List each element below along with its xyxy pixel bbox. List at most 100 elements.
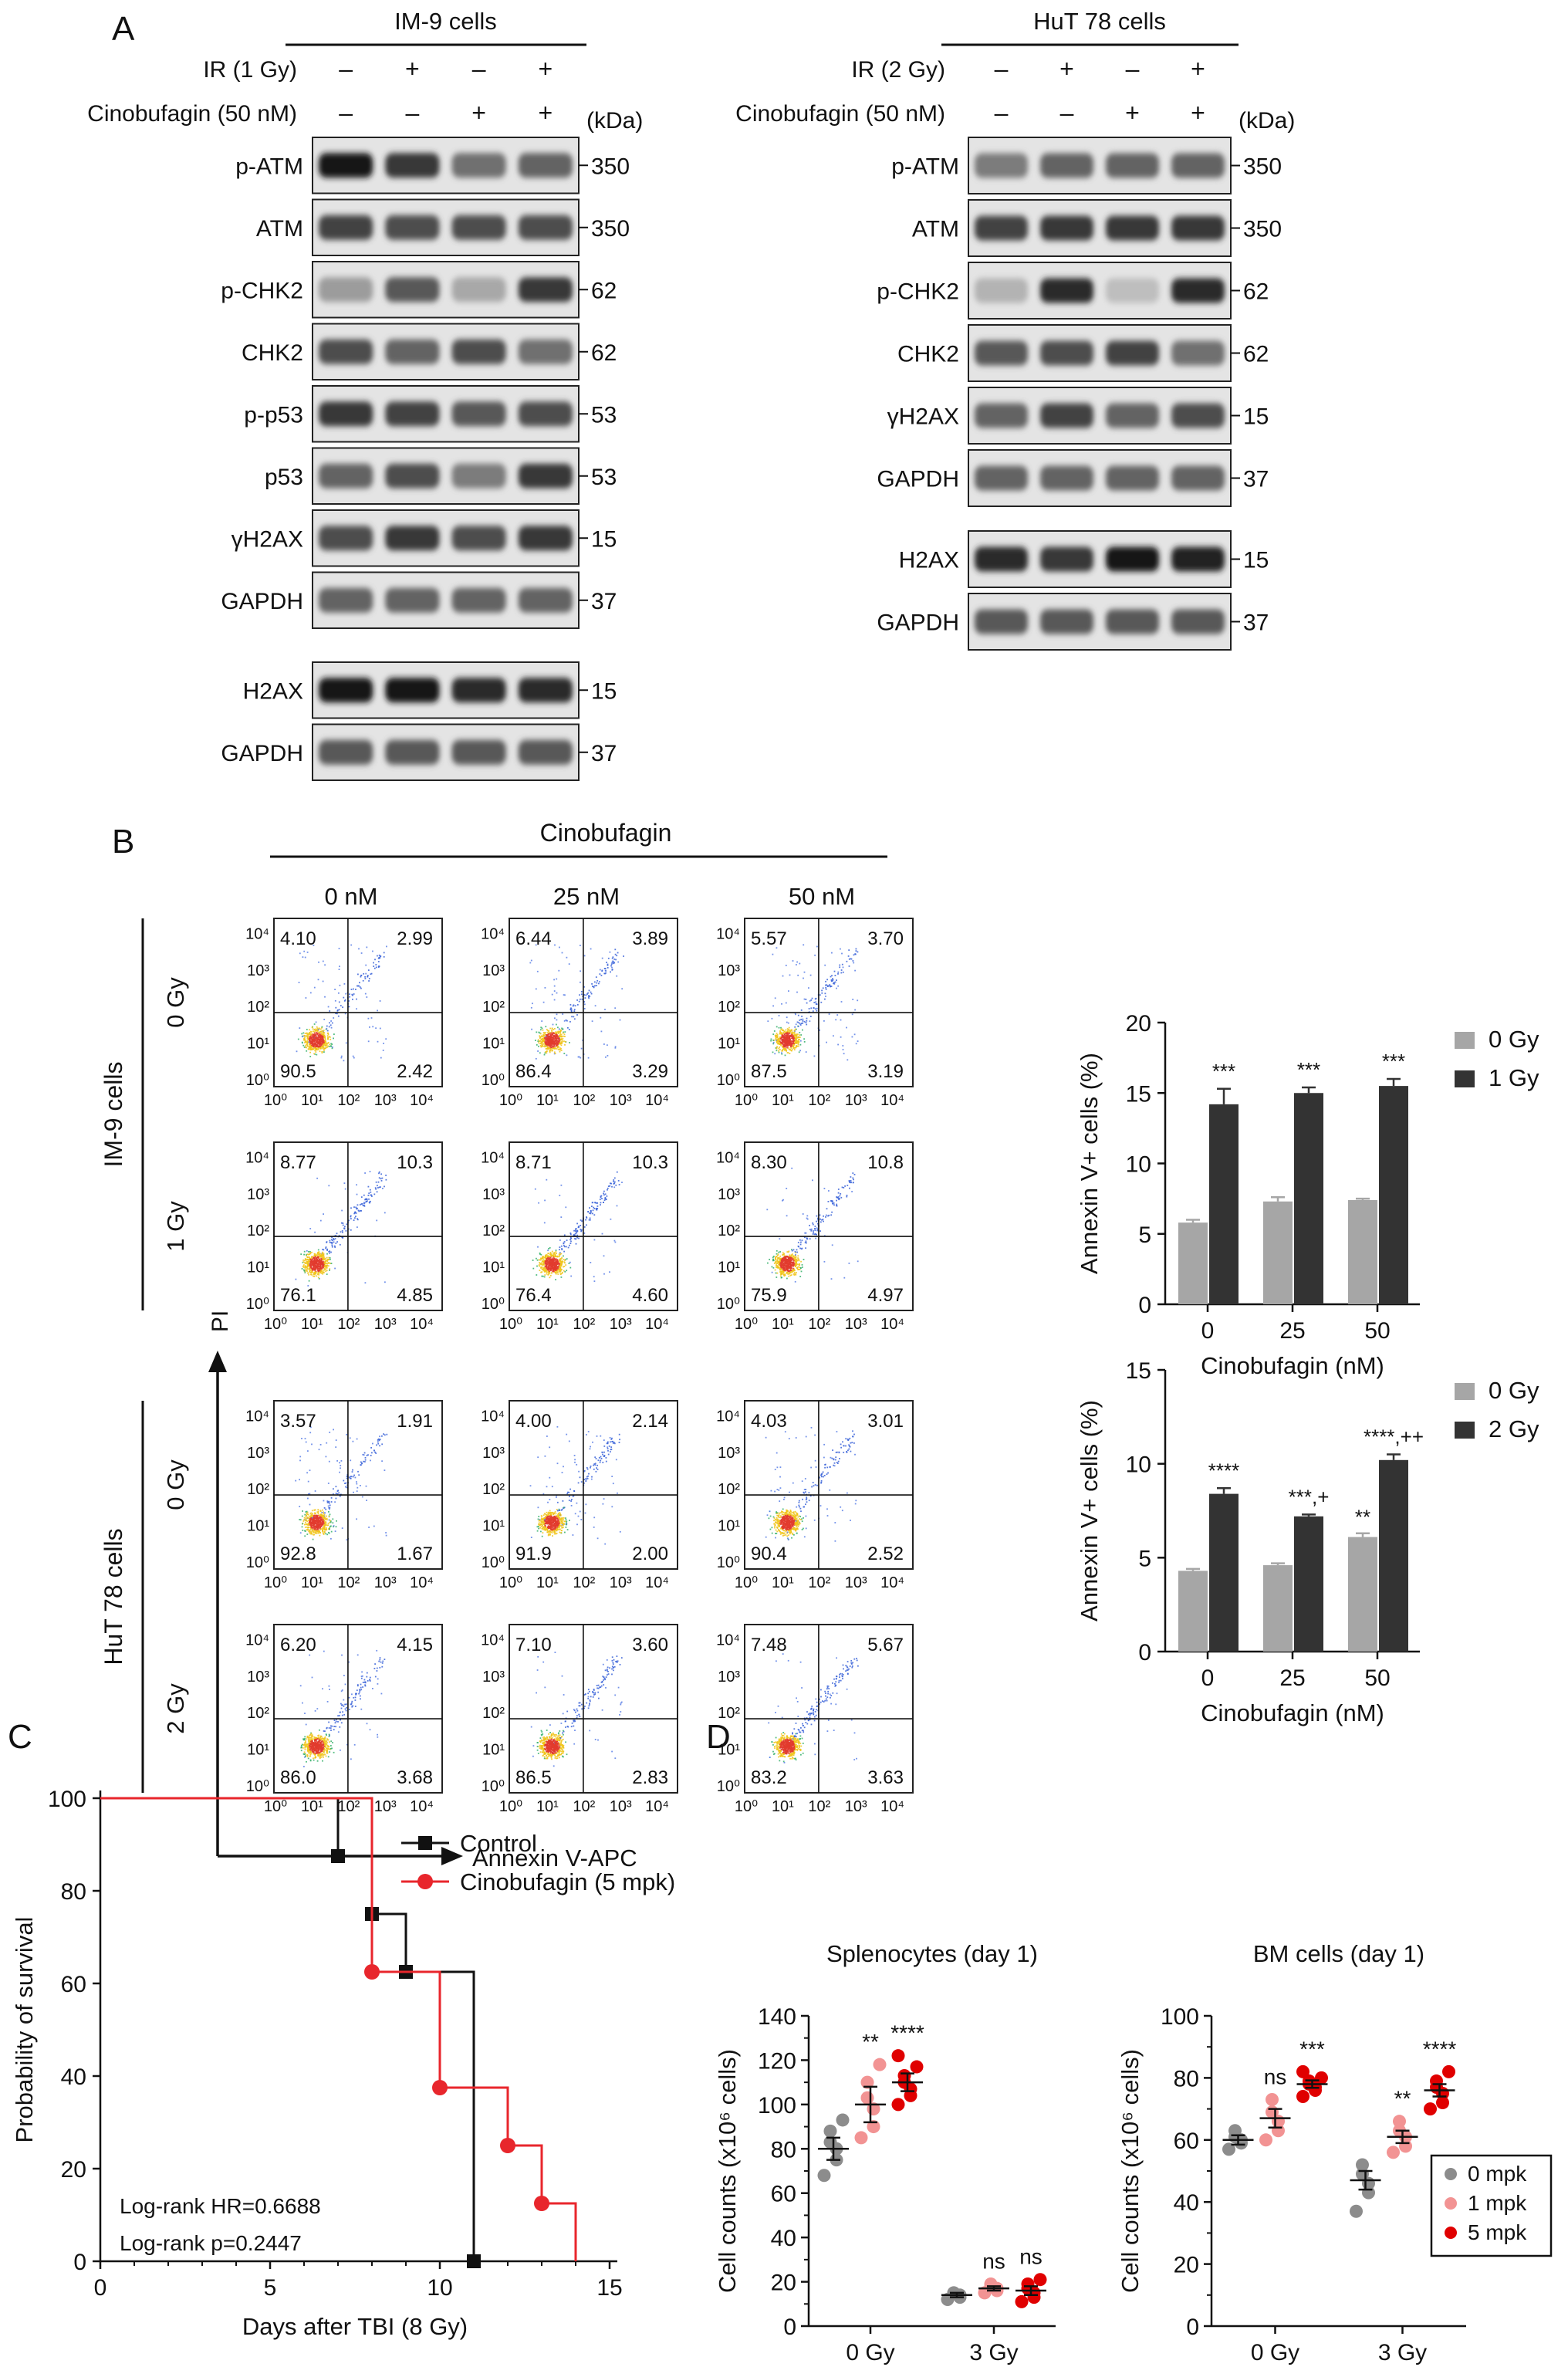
- flow-dot: [842, 1045, 844, 1047]
- quadrant-value-ll: 90.5: [280, 1061, 316, 1082]
- flow-dot: [770, 1038, 772, 1040]
- flow-dot: [547, 1256, 549, 1259]
- flow-dot: [304, 1513, 306, 1516]
- flow-dot: [316, 1053, 318, 1056]
- flow-dot: [369, 1189, 371, 1191]
- flow-dot: [786, 1260, 787, 1262]
- flow-dot: [855, 948, 857, 950]
- flow-dot: [589, 1207, 590, 1209]
- flow-dot: [781, 1052, 782, 1054]
- flow-dot: [598, 982, 600, 985]
- flow-dot: [336, 1520, 337, 1522]
- flow-dot: [318, 1257, 319, 1260]
- flow-dot: [319, 1265, 321, 1267]
- flow-dot: [539, 1036, 542, 1038]
- flow-dot: [786, 1036, 788, 1038]
- blot-band: [1106, 403, 1159, 428]
- flow-dot: [559, 1048, 560, 1050]
- flow-dot: [312, 1258, 314, 1260]
- flow-dot: [359, 1204, 361, 1205]
- flow-dot: [532, 1267, 535, 1270]
- flow-dot: [564, 1040, 566, 1043]
- flow-dot: [559, 1035, 561, 1037]
- flow-dot: [798, 1039, 799, 1040]
- flow-dot: [303, 1264, 305, 1266]
- flow-dot: [339, 965, 340, 968]
- flow-dot: [317, 1513, 319, 1514]
- flow-dot: [542, 1256, 544, 1257]
- flow-dot: [546, 1267, 548, 1270]
- flow-dot: [307, 1450, 309, 1452]
- flow-dot: [815, 1237, 816, 1239]
- flow-dot: [332, 1046, 333, 1048]
- flow-dot: [541, 1045, 543, 1047]
- flow-dot: [361, 1496, 363, 1498]
- flow-dot: [610, 963, 613, 965]
- flow-dot: [812, 1222, 814, 1224]
- flow-dot: [612, 956, 614, 959]
- flow-dot: [333, 1017, 335, 1019]
- flow-dot: [803, 944, 805, 946]
- flow-dot: [317, 1263, 319, 1266]
- blot-band: [1040, 465, 1093, 491]
- flow-dot: [326, 1043, 328, 1044]
- flow-dot: [788, 990, 789, 992]
- flow-dot: [326, 1043, 329, 1044]
- flow-dot: [315, 1036, 317, 1039]
- flow-dot: [551, 1039, 553, 1041]
- kda-marker: 15: [1243, 404, 1269, 430]
- flow-dot: [363, 1202, 365, 1204]
- flow-dot: [542, 1001, 545, 1003]
- flow-dot: [790, 1040, 792, 1042]
- flow-dot: [321, 1253, 323, 1254]
- flow-dot: [551, 1250, 553, 1253]
- flow-dot: [852, 1177, 854, 1179]
- flow-dot: [827, 1215, 829, 1217]
- flow-dot: [556, 1041, 559, 1043]
- blot-band: [1106, 215, 1159, 241]
- flow-dot: [810, 1228, 813, 1230]
- x-tick-label: 10⁰: [735, 1092, 758, 1109]
- flow-dot: [315, 1049, 316, 1051]
- flow-dot: [556, 1046, 558, 1048]
- flow-dot: [304, 1039, 306, 1041]
- flow-dot: [825, 1214, 827, 1216]
- quadrant-value-ul: 4.10: [280, 928, 316, 949]
- flow-dot: [549, 1255, 550, 1257]
- flow-dot: [796, 991, 798, 993]
- blot-band: [518, 678, 573, 703]
- flow-dot: [559, 946, 560, 948]
- flow-dot: [545, 1036, 547, 1039]
- flow-dot: [316, 1043, 318, 1046]
- flow-dot: [342, 1006, 343, 1008]
- flow-dot: [553, 1043, 555, 1046]
- flow-dot: [302, 1510, 303, 1512]
- flow-dot: [592, 1209, 594, 1212]
- flow-dot: [614, 948, 617, 951]
- kda-marker: 37: [1243, 467, 1269, 492]
- y-tick-label: 10¹: [482, 1036, 505, 1053]
- flow-dot: [613, 1239, 616, 1242]
- flow-dot: [313, 1043, 315, 1046]
- flow-dot: [552, 1267, 554, 1270]
- flow-dot: [589, 996, 591, 997]
- flow-dot: [548, 1032, 549, 1034]
- flow-dot: [559, 1049, 561, 1051]
- flow-dot: [839, 964, 841, 966]
- flow-dot: [328, 1511, 329, 1513]
- flow-dot: [547, 1040, 549, 1041]
- flow-dot: [318, 1043, 320, 1046]
- flow-dot: [329, 1239, 331, 1242]
- flow-dot: [311, 1046, 313, 1048]
- flow-dot: [803, 1041, 806, 1043]
- flow-dot: [784, 1036, 786, 1039]
- flow-dot: [776, 1276, 778, 1278]
- flow-dot: [544, 1036, 546, 1039]
- flow-dot: [322, 1530, 323, 1532]
- flow-dot: [326, 1273, 328, 1275]
- blot-protein-label: p53: [265, 465, 303, 490]
- treatment-sign: +: [1125, 99, 1140, 127]
- flow-dot: [330, 1020, 332, 1022]
- flow-dot: [323, 1051, 325, 1053]
- flow-dot: [379, 957, 381, 959]
